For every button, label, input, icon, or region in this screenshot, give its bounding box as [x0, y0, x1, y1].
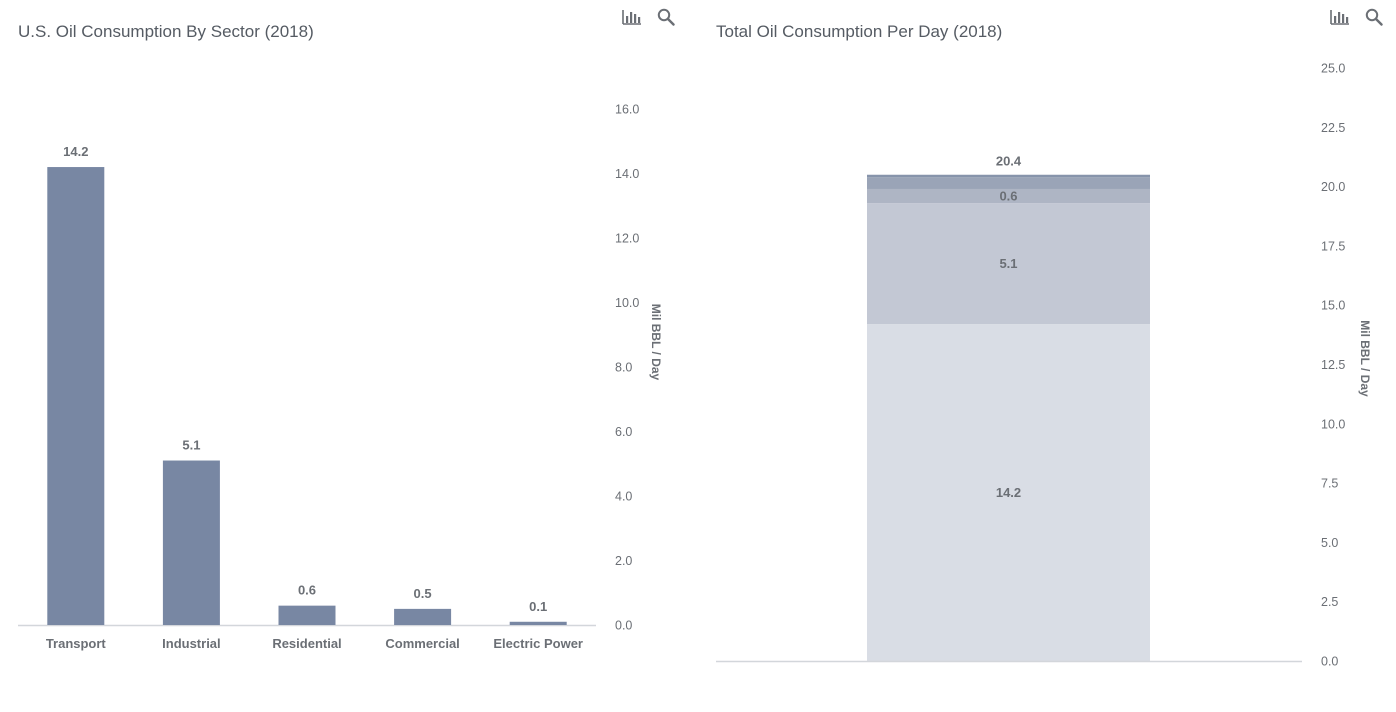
y-axis-title: Mil BBL / Day — [649, 304, 663, 381]
y-tick-label: 12.0 — [615, 232, 639, 246]
y-tick-label: 5.0 — [1321, 536, 1338, 550]
y-tick-label: 2.5 — [1321, 595, 1338, 609]
y-tick-label: 17.5 — [1321, 239, 1345, 253]
y-tick-label: 8.0 — [615, 361, 632, 375]
stack-segment-1[interactable] — [867, 324, 1150, 661]
y-tick-label: 15.0 — [1321, 299, 1345, 313]
x-tick-label: Residential — [272, 636, 341, 651]
y-tick-label: 10.0 — [1321, 417, 1345, 431]
bar-data-label: 14.2 — [63, 144, 88, 159]
stack-segment-5[interactable] — [867, 174, 1150, 178]
bar-transport[interactable] — [47, 167, 105, 626]
total-stacked-bar-chart: 14.2 5.1 0.6 20.4 0.0 2.5 5.0 7.5 10.0 12.5 15.0 17… — [716, 62, 1372, 669]
search-icon — [657, 8, 675, 26]
bar-data-label: 5.1 — [182, 438, 200, 453]
bar-data-label: 0.1 — [529, 599, 547, 614]
total-chart-search-button[interactable] — [1364, 6, 1384, 28]
x-tick-label: Transport — [46, 636, 107, 651]
y-tick-label: 12.5 — [1321, 358, 1345, 372]
total-chart-panel: 14.2 5.1 0.6 20.4 0.0 2.5 5.0 7.5 10.0 12.5 15.0 17… — [698, 0, 1396, 712]
total-chart-title: Total Oil Consumption Per Day (2018) — [716, 22, 1003, 41]
y-tick-label: 16.0 — [615, 103, 639, 117]
stack-segment-label: 0.6 — [999, 189, 1017, 204]
stack-segment-label: 14.2 — [996, 485, 1021, 500]
bar-electric-power[interactable] — [509, 621, 567, 625]
x-tick-label: Electric Power — [493, 636, 583, 651]
sector-chart-title: U.S. Oil Consumption By Sector (2018) — [18, 22, 314, 41]
y-tick-label: 0.0 — [1321, 655, 1338, 669]
total-chart-type-button[interactable] — [1330, 6, 1350, 28]
bar-chart-icon — [622, 10, 641, 25]
bar-chart-icon — [1330, 10, 1349, 25]
y-tick-label: 6.0 — [615, 425, 632, 439]
bar-data-label: 0.6 — [298, 583, 316, 598]
y-tick-label: 20.0 — [1321, 180, 1345, 194]
stack-segment-4[interactable] — [867, 177, 1150, 189]
y-tick-label: 4.0 — [615, 490, 632, 504]
y-tick-label: 14.0 — [615, 167, 639, 181]
stack-segment-3[interactable] — [867, 188, 1150, 204]
y-tick-label: 7.5 — [1321, 477, 1338, 491]
sector-chart-search-button[interactable] — [656, 6, 676, 28]
y-axis-title: Mil BBL / Day — [1358, 320, 1372, 397]
y-tick-label: 10.0 — [615, 296, 639, 310]
stack-segment-label: 5.1 — [999, 256, 1017, 271]
search-icon — [1365, 8, 1383, 26]
x-tick-label: Industrial — [162, 636, 221, 651]
bar-residential[interactable] — [278, 605, 336, 625]
y-tick-label: 2.0 — [615, 554, 632, 568]
bar-data-label: 0.5 — [414, 586, 432, 601]
stack-total-label: 20.4 — [996, 154, 1022, 169]
y-tick-label: 25.0 — [1321, 62, 1345, 76]
bar-industrial[interactable] — [162, 460, 220, 625]
sector-bar-chart: 14.2 Transport 5.1 Industrial 0.6 Residential… — [18, 103, 663, 651]
total-chart-toolbar — [1330, 6, 1384, 28]
sector-chart-toolbar — [622, 6, 676, 28]
y-tick-label: 0.0 — [615, 619, 632, 633]
x-tick-label: Commercial — [385, 636, 459, 651]
stack-segment-2[interactable] — [867, 203, 1150, 325]
sector-chart-type-button[interactable] — [622, 6, 642, 28]
sector-chart-panel: 14.2 Transport 5.1 Industrial 0.6 Residential… — [0, 0, 690, 712]
bar-commercial[interactable] — [394, 608, 452, 625]
y-tick-label: 22.5 — [1321, 121, 1345, 135]
